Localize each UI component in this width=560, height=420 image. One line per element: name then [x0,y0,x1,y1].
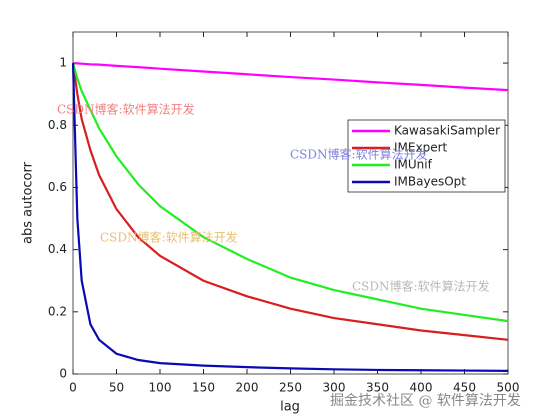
x-tick-label: 150 [192,381,215,395]
x-tick-label: 100 [149,381,172,395]
y-tick-label: 1 [59,56,67,70]
y-tick-label: 0.6 [48,180,67,194]
legend-label: IMUnif [394,158,433,172]
watermark: 掘金技术社区 @ 软件算法开发 [330,393,521,409]
series-line [72,61,509,92]
series-line [71,63,509,372]
watermark: CSDN博客:软件算法开发 [352,279,490,294]
watermark: CSDN博客:软件算法开发 [57,102,195,117]
legend-label: KawasakiSampler [394,124,500,138]
x-tick-label: 250 [279,381,302,395]
x-tick-label: 200 [236,381,259,395]
y-tick-label: 0.8 [48,118,67,132]
x-tick-label: 450 [453,381,476,395]
legend-label: IMExpert [394,141,448,155]
y-tick-label: 0.2 [48,304,67,318]
watermark: CSDN博客:软件算法开发 [100,230,238,245]
y-tick-label: 0.4 [48,242,67,256]
x-tick-label: 400 [410,381,433,395]
series-line [71,62,509,341]
x-tick-label: 50 [109,381,124,395]
series-line [71,62,509,323]
x-tick-label: 500 [497,381,520,395]
x-axis-label: lag [280,400,300,415]
x-tick-label: 300 [323,381,346,395]
x-tick-label: 350 [366,381,389,395]
y-axis-label: abs autocorr [21,161,36,244]
plot-area [72,31,509,375]
y-tick-label: 0 [59,367,67,381]
watermark: CSDN博客:软件算法开发 [290,147,428,162]
x-tick-label: 0 [69,381,77,395]
legend-label: IMBayesOpt [394,175,466,189]
